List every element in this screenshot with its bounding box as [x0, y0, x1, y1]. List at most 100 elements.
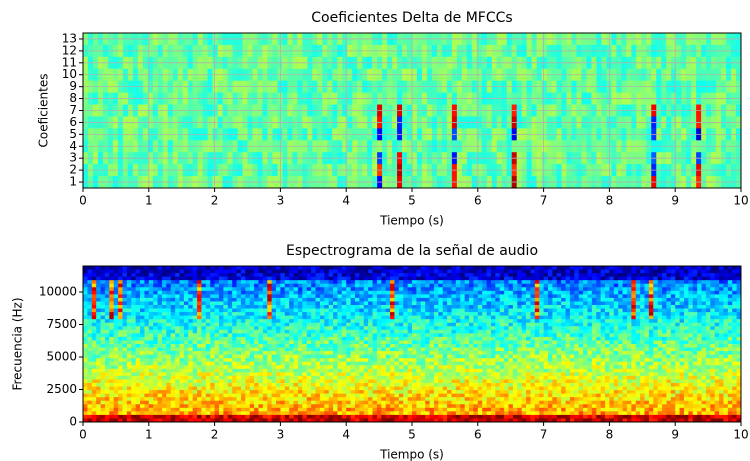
heatmap-cell	[447, 323, 452, 327]
heatmap-cell	[491, 326, 496, 330]
heatmap-cell	[315, 270, 320, 274]
heatmap-cell	[618, 330, 623, 334]
heatmap-cell	[101, 305, 106, 309]
heatmap-cell	[561, 294, 566, 298]
heatmap-cell	[307, 319, 312, 323]
heatmap-cell	[666, 330, 671, 334]
heatmap-cell	[640, 326, 645, 330]
heatmap-cell	[193, 316, 198, 320]
heatmap-cell	[346, 270, 351, 274]
heatmap-cell	[447, 294, 452, 298]
heatmap-cell	[666, 294, 671, 298]
heatmap-cell	[495, 309, 500, 313]
heatmap-cell	[403, 266, 408, 270]
heatmap-cell	[254, 277, 259, 281]
heatmap-cell	[587, 319, 592, 323]
heatmap-cell	[535, 312, 540, 316]
heatmap-cell	[193, 301, 198, 305]
heatmap-cell	[210, 298, 215, 302]
heatmap-cell	[289, 309, 294, 313]
heatmap-cell	[346, 266, 351, 270]
heatmap-cell	[193, 266, 198, 270]
heatmap-cell	[254, 284, 259, 288]
heatmap-cell	[263, 280, 268, 284]
heatmap-cell	[631, 337, 636, 341]
heatmap-cell	[258, 277, 263, 281]
heatmap-cell	[215, 294, 220, 298]
heatmap-cell	[623, 326, 628, 330]
heatmap-cell	[723, 323, 728, 327]
heatmap-cell	[438, 273, 443, 277]
heatmap-cell	[140, 266, 145, 270]
heatmap-cell	[640, 298, 645, 302]
heatmap-cell	[359, 301, 364, 305]
heatmap-cell	[307, 294, 312, 298]
heatmap-cell	[460, 284, 465, 288]
heatmap-cell	[434, 323, 439, 327]
heatmap-cell	[140, 326, 145, 330]
heatmap-cell	[197, 270, 202, 274]
heatmap-cell	[109, 337, 114, 341]
heatmap-cell	[267, 330, 272, 334]
heatmap-cell	[122, 319, 127, 323]
heatmap-cell	[697, 298, 702, 302]
heatmap-cell	[425, 323, 430, 327]
heatmap-cell	[298, 316, 303, 320]
heatmap-cell	[315, 298, 320, 302]
heatmap-cell	[675, 280, 680, 284]
heatmap-cell	[662, 316, 667, 320]
heatmap-cell	[460, 330, 465, 334]
x-tick-label: 10	[733, 194, 748, 208]
heatmap-cell	[149, 280, 154, 284]
heatmap-cell	[658, 333, 663, 337]
heatmap-cell	[131, 277, 136, 281]
heatmap-cell	[574, 309, 579, 313]
heatmap-cell	[688, 298, 693, 302]
heatmap-cell	[592, 323, 597, 327]
heatmap-cell	[675, 316, 680, 320]
heatmap-cell	[544, 337, 549, 341]
heatmap-cell	[346, 330, 351, 334]
heatmap-cell	[175, 266, 180, 270]
heatmap-cell	[315, 330, 320, 334]
heatmap-cell	[337, 291, 342, 295]
heatmap-cell	[386, 284, 391, 288]
heatmap-cell	[228, 273, 233, 277]
heatmap-cell	[416, 266, 421, 270]
heatmap-cell	[666, 309, 671, 313]
heatmap-cell	[377, 301, 382, 305]
heatmap-cell	[675, 277, 680, 281]
heatmap-cell	[215, 301, 220, 305]
heatmap-cell	[193, 323, 198, 327]
heatmap-cell	[105, 284, 110, 288]
heatmap-cell	[469, 284, 474, 288]
heatmap-cell	[495, 273, 500, 277]
heatmap-cell	[92, 323, 97, 327]
heatmap-cell	[237, 340, 242, 344]
heatmap-cell	[219, 287, 224, 291]
heatmap-cell	[210, 291, 215, 295]
heatmap-cell	[614, 270, 619, 274]
heatmap-cell	[302, 337, 307, 341]
heatmap-cell	[272, 287, 277, 291]
heatmap-cell	[272, 309, 277, 313]
heatmap-cell	[105, 305, 110, 309]
heatmap-cell	[394, 280, 399, 284]
heatmap-cell	[403, 277, 408, 281]
heatmap-cell	[96, 270, 101, 274]
heatmap-cell	[438, 284, 443, 288]
heatmap-cell	[228, 277, 233, 281]
heatmap-cell	[509, 284, 514, 288]
heatmap-cell	[465, 270, 470, 274]
heatmap-cell	[258, 326, 263, 330]
heatmap-cell	[386, 277, 391, 281]
heatmap-cell	[623, 333, 628, 337]
heatmap-cell	[87, 305, 92, 309]
heatmap-cell	[570, 333, 575, 337]
heatmap-cell	[728, 312, 733, 316]
heatmap-cell	[728, 305, 733, 309]
heatmap-cell	[587, 277, 592, 281]
heatmap-cell	[136, 277, 141, 281]
heatmap-cell	[596, 291, 601, 295]
heatmap-cell	[307, 301, 312, 305]
